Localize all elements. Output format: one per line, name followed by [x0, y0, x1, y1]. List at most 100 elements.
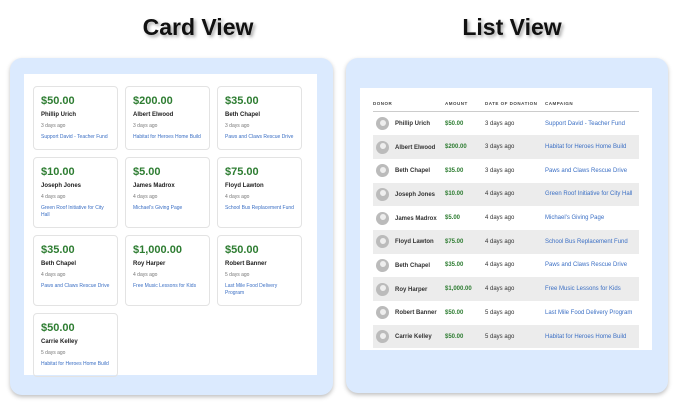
- table-row: Phillip Urich $50.00 3 days ago Support …: [373, 112, 639, 136]
- avatar-icon: [376, 117, 389, 131]
- avatar-icon: [376, 306, 389, 320]
- avatar-icon: [376, 258, 389, 272]
- avatar-icon: [376, 235, 389, 249]
- table-row: James Madrox $5.00 4 days ago Michael's …: [373, 206, 639, 230]
- table-row: Joseph Jones $10.00 4 days ago Green Roo…: [373, 182, 639, 207]
- row-donor: Robert Banner: [395, 310, 437, 317]
- donation-card: $10.00 Joseph Jones 4 days ago Green Roo…: [33, 157, 118, 228]
- table-row: Roy Harper $1,000.00 4 days ago Free Mus…: [373, 277, 639, 301]
- card-campaign-link[interactable]: Paws and Claws Rescue Drive: [225, 134, 294, 140]
- card-view-title: Card View: [142, 14, 254, 40]
- card-donor: Carrie Kelley: [41, 339, 78, 345]
- row-campaign-link[interactable]: Last Mile Food Delivery Program: [545, 309, 633, 316]
- card-donor: Albert Elwood: [133, 112, 174, 118]
- avatar-icon: [376, 282, 389, 296]
- table-container: DONOR AMOUNT DATE OF DONATION CAMPAIGN P…: [360, 88, 652, 350]
- table-row: Beth Chapel $35.00 4 days ago Paws and C…: [373, 254, 639, 278]
- card-donor: Phillip Urich: [41, 112, 77, 118]
- donation-card: $35.00 Beth Chapel 4 days ago Paws and C…: [33, 235, 118, 306]
- card-date: 4 days ago: [41, 272, 66, 278]
- row-donor: Beth Chapel: [395, 263, 431, 270]
- row-campaign-link[interactable]: School Bus Replacement Fund: [545, 229, 639, 254]
- donation-card: $200.00 Albert Elwood 3 days ago Habitat…: [125, 86, 210, 150]
- row-campaign-link[interactable]: Paws and Claws Rescue Drive: [545, 262, 628, 269]
- row-date: 3 days ago: [485, 167, 515, 174]
- table-header: DONOR AMOUNT DATE OF DONATION CAMPAIGN: [373, 96, 639, 112]
- row-campaign-link[interactable]: Green Roof Initiative for City Hall: [545, 182, 639, 207]
- row-date: 4 days ago: [485, 215, 515, 222]
- card-date: 5 days ago: [225, 272, 250, 278]
- list-view-title: List View: [462, 14, 562, 40]
- donation-card: $35.00 Beth Chapel 3 days ago Paws and C…: [217, 86, 302, 150]
- row-campaign-link[interactable]: Habitat for Heroes Home Build: [545, 135, 639, 159]
- card-donor: Beth Chapel: [225, 112, 261, 118]
- card-amount: $1,000.00: [133, 244, 182, 256]
- card-campaign-link[interactable]: Green Roof Initiative for City Hall: [41, 205, 104, 218]
- card-amount: $10.00: [41, 166, 75, 178]
- donations-table: DONOR AMOUNT DATE OF DONATION CAMPAIGN P…: [373, 96, 639, 349]
- avatar-icon: [376, 187, 389, 201]
- card-campaign-link[interactable]: School Bus Replacement Fund: [225, 205, 294, 211]
- card-campaign-link[interactable]: Paws and Claws Rescue Drive: [41, 283, 110, 289]
- row-campaign-link[interactable]: Paws and Claws Rescue Drive: [545, 167, 628, 174]
- card-amount: $200.00: [133, 95, 173, 107]
- row-date: 4 days ago: [485, 277, 545, 301]
- card-date: 4 days ago: [225, 194, 250, 200]
- card-campaign-link[interactable]: Free Music Lessons for Kids: [133, 283, 197, 289]
- row-donor: Phillip Urich: [395, 121, 431, 128]
- row-date: 4 days ago: [485, 229, 545, 254]
- card-amount: $75.00: [225, 166, 259, 178]
- card-campaign-link[interactable]: Michael's Giving Page: [133, 205, 183, 211]
- card-campaign-link[interactable]: Habitat for Heroes Home Build: [133, 134, 201, 140]
- avatar-icon: [376, 164, 389, 178]
- row-date: 3 days ago: [485, 135, 545, 159]
- row-donor: Albert Elwood: [395, 144, 436, 151]
- card-donor: James Madrox: [133, 183, 175, 189]
- donation-card: $5.00 James Madrox 4 days ago Michael's …: [125, 157, 210, 228]
- card-campaign-link[interactable]: Support David - Teacher Fund: [41, 134, 108, 140]
- card-donor: Floyd Lawton: [225, 183, 264, 189]
- row-amount: $50.00: [445, 324, 485, 349]
- row-amount: $1,000.00: [445, 277, 485, 301]
- table-row: Floyd Lawton $75.00 4 days ago School Bu…: [373, 229, 639, 254]
- row-amount: $5.00: [445, 215, 461, 222]
- card-campaign-link[interactable]: Last Mile Food Delivery Program: [225, 283, 278, 296]
- card-amount: $50.00: [41, 322, 75, 334]
- row-donor: James Madrox: [395, 215, 437, 222]
- row-donor: Joseph Jones: [395, 191, 436, 198]
- card-donor: Beth Chapel: [41, 261, 77, 267]
- row-amount: $50.00: [445, 309, 464, 316]
- donation-card: $1,000.00 Roy Harper 4 days ago Free Mus…: [125, 235, 210, 306]
- table-row: Albert Elwood $200.00 3 days ago Habitat…: [373, 135, 639, 159]
- table-row: Beth Chapel $35.00 3 days ago Paws and C…: [373, 159, 639, 183]
- card-date: 4 days ago: [133, 272, 158, 278]
- header-date: DATE OF DONATION: [485, 96, 545, 112]
- avatar-icon: [376, 211, 389, 225]
- donation-card: $50.00 Phillip Urich 3 days ago Support …: [33, 86, 118, 150]
- card-donor: Robert Banner: [225, 261, 267, 267]
- card-date: 4 days ago: [133, 194, 158, 200]
- row-date: 4 days ago: [485, 182, 545, 207]
- card-grid-container: $50.00 Phillip Urich 3 days ago Support …: [24, 74, 317, 377]
- row-amount: $35.00: [445, 167, 464, 174]
- header-campaign: CAMPAIGN: [545, 96, 639, 112]
- table-row: Carrie Kelley $50.00 5 days ago Habitat …: [373, 324, 639, 349]
- row-campaign-link[interactable]: Habitat for Heroes Home Build: [545, 324, 639, 349]
- row-date: 5 days ago: [485, 309, 515, 316]
- list-view-panel: DONOR AMOUNT DATE OF DONATION CAMPAIGN P…: [346, 58, 668, 393]
- donation-card: $75.00 Floyd Lawton 4 days ago School Bu…: [217, 157, 302, 228]
- card-date: 3 days ago: [225, 123, 250, 129]
- card-grid: $50.00 Phillip Urich 3 days ago Support …: [24, 74, 317, 389]
- row-campaign-link[interactable]: Support David - Teacher Fund: [545, 120, 625, 127]
- row-donor: Floyd Lawton: [395, 239, 434, 246]
- row-amount: $50.00: [445, 120, 464, 127]
- row-campaign-link[interactable]: Michael's Giving Page: [545, 215, 605, 222]
- card-donor: Joseph Jones: [41, 183, 82, 189]
- row-donor: Beth Chapel: [395, 168, 431, 175]
- row-amount: $75.00: [445, 229, 485, 254]
- row-amount: $200.00: [445, 135, 485, 159]
- row-campaign-link[interactable]: Free Music Lessons for Kids: [545, 277, 639, 301]
- card-amount: $50.00: [41, 95, 75, 107]
- card-campaign-link[interactable]: Habitat for Heroes Home Build: [41, 361, 109, 367]
- row-donor: Roy Harper: [395, 286, 428, 293]
